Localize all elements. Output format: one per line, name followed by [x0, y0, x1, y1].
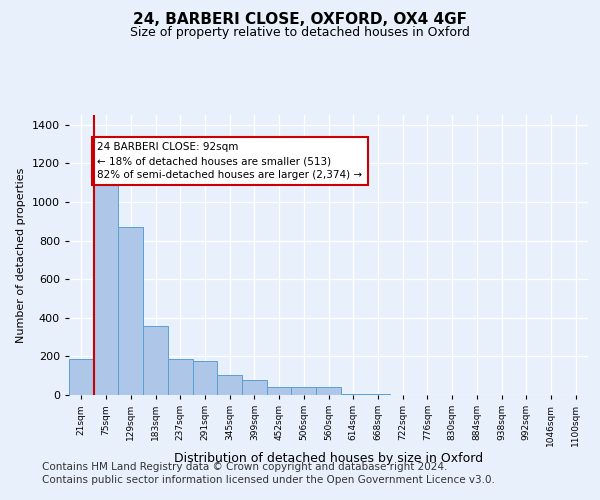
Bar [341, 394, 365, 395]
Text: Contains public sector information licensed under the Open Government Licence v3: Contains public sector information licen… [42, 475, 495, 485]
Text: Contains HM Land Registry data © Crown copyright and database right 2024.: Contains HM Land Registry data © Crown c… [42, 462, 448, 472]
Bar [242, 380, 267, 395]
Y-axis label: Number of detached properties: Number of detached properties [16, 168, 26, 342]
Bar [267, 388, 292, 395]
Bar [292, 388, 316, 395]
Bar [168, 360, 193, 395]
Bar [217, 374, 242, 395]
Text: 24 BARBERI CLOSE: 92sqm
← 18% of detached houses are smaller (513)
82% of semi-d: 24 BARBERI CLOSE: 92sqm ← 18% of detache… [97, 142, 362, 180]
Bar [193, 361, 217, 395]
X-axis label: Distribution of detached houses by size in Oxford: Distribution of detached houses by size … [174, 452, 483, 464]
Bar [94, 176, 118, 395]
Text: 24, BARBERI CLOSE, OXFORD, OX4 4GF: 24, BARBERI CLOSE, OXFORD, OX4 4GF [133, 12, 467, 28]
Bar [143, 326, 168, 395]
Bar [118, 227, 143, 395]
Bar [365, 394, 390, 395]
Text: Size of property relative to detached houses in Oxford: Size of property relative to detached ho… [130, 26, 470, 39]
Bar [316, 388, 341, 395]
Bar [69, 360, 94, 395]
